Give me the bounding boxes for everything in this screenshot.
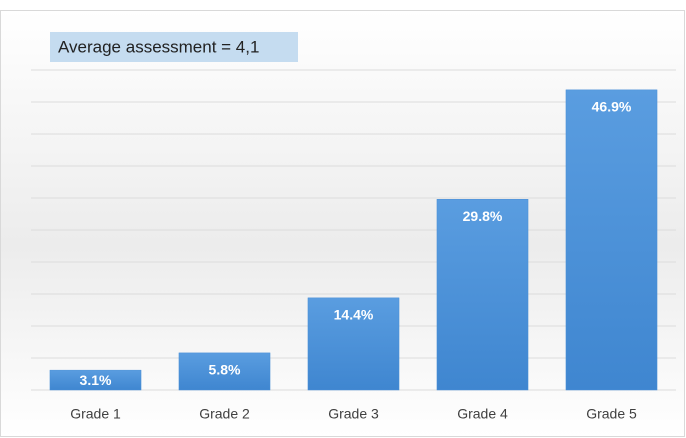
value-label: 5.8%: [209, 362, 241, 378]
value-label: 29.8%: [463, 208, 503, 224]
bar: [178, 352, 271, 391]
x-tick-label: Grade 2: [199, 406, 250, 422]
x-tick-label: Grade 1: [70, 406, 121, 422]
value-label: 3.1%: [80, 372, 112, 388]
bar: [49, 369, 142, 391]
value-label: 46.9%: [592, 99, 632, 115]
value-label: 14.4%: [334, 307, 374, 323]
bar: [436, 199, 529, 391]
x-tick-label: Grade 4: [457, 406, 508, 422]
chart-title: Average assessment = 4,1: [58, 37, 259, 56]
title-box: [50, 32, 298, 62]
bar: [565, 89, 658, 391]
x-tick-label: Grade 3: [328, 406, 379, 422]
bar: [307, 297, 400, 391]
x-tick-label: Grade 5: [586, 406, 637, 422]
